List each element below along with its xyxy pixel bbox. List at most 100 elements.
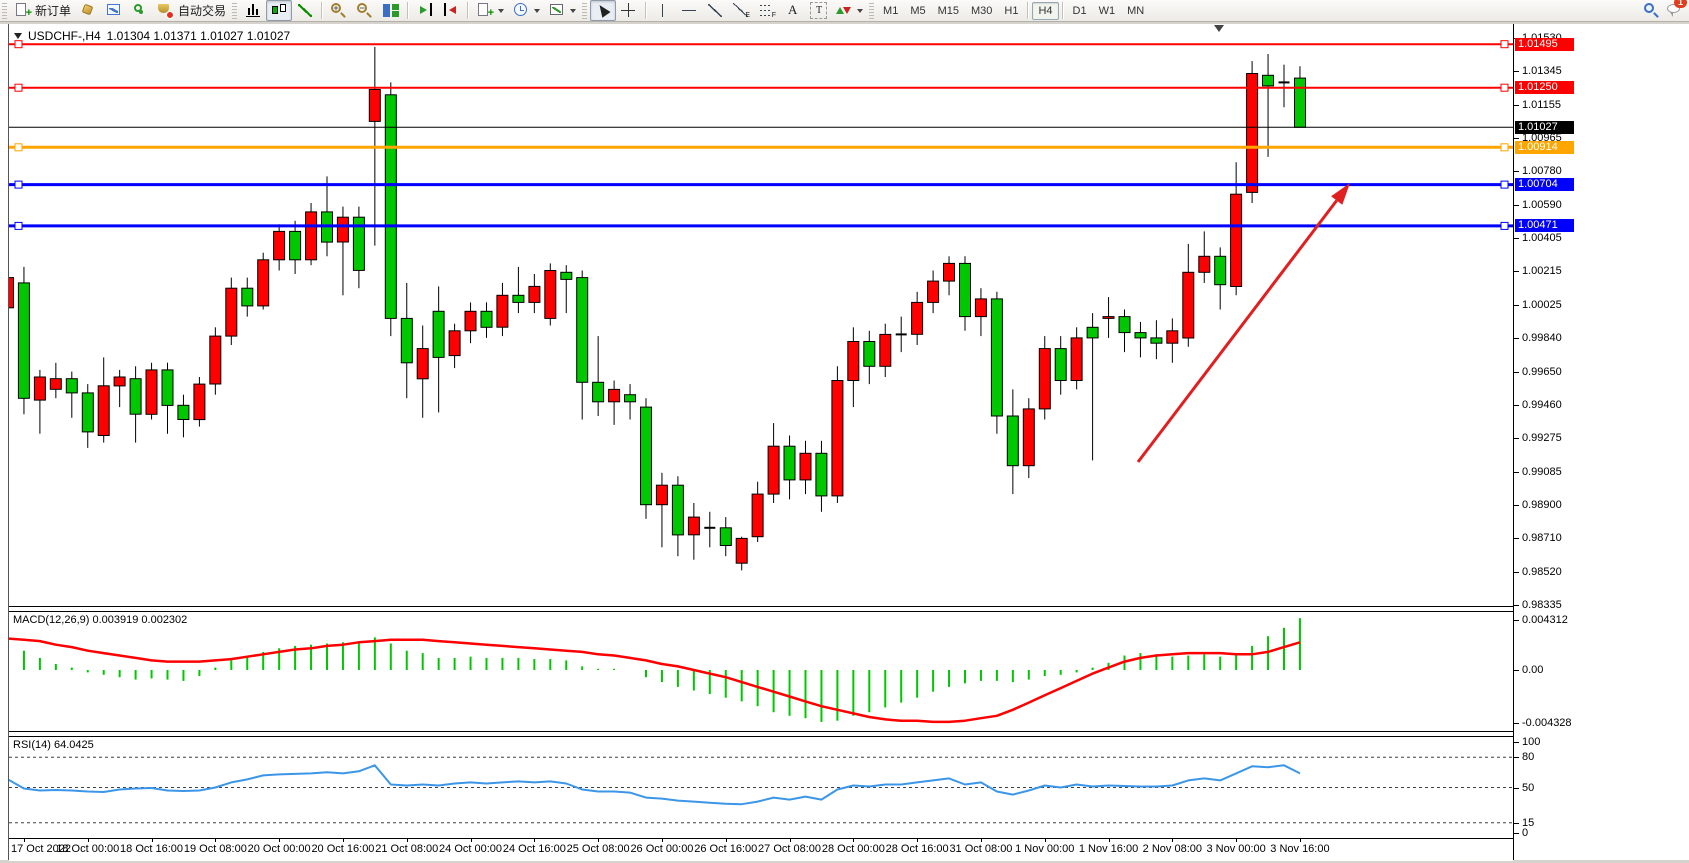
auto-trading-button-label: 自动交易 <box>178 4 227 18</box>
pane-separator[interactable] <box>9 606 1513 612</box>
signals-button[interactable] <box>127 0 153 21</box>
time-label: 26 Oct 16:00 <box>694 843 758 855</box>
time-label: 25 Oct 08:00 <box>566 843 630 855</box>
macd-label: MACD(12,26,9) 0.003919 0.002302 <box>13 614 188 626</box>
bull-candle <box>448 330 461 357</box>
rsi-line <box>9 764 1301 806</box>
templates-button[interactable] <box>544 0 580 21</box>
zoom-in-button[interactable] <box>326 0 352 21</box>
zoom-out-button[interactable] <box>352 0 378 21</box>
bear-candle <box>17 282 30 399</box>
line-chart-mode-button[interactable] <box>292 0 318 21</box>
timeframe-m1-button[interactable]: M1 <box>883 4 899 17</box>
main-chart-pane[interactable]: USDCHF-,H4 1.01304 1.01371 1.01027 1.010… <box>9 24 1513 606</box>
time-label: 17 Oct 2022 <box>11 843 71 855</box>
rsi-svg <box>9 756 1513 824</box>
chat-button[interactable]: 1 <box>1665 0 1687 22</box>
price-badge-1.01250: 1.01250 <box>1515 81 1574 95</box>
bull-candle <box>1230 193 1243 287</box>
timeframe-m30-button[interactable]: M30 <box>971 4 993 17</box>
bull-candle <box>974 298 987 318</box>
period-button[interactable] <box>508 0 544 21</box>
new-chart-button[interactable] <box>472 0 508 21</box>
hline-tool-icon <box>680 2 699 19</box>
fibonacci-tool-button[interactable] <box>754 0 780 21</box>
text-tool-button[interactable] <box>780 0 806 21</box>
trendline-tool-button[interactable] <box>702 0 728 21</box>
arrows-tool-button[interactable] <box>831 0 867 21</box>
macd-signal-line <box>9 637 1301 724</box>
hline-1.00914[interactable] <box>9 143 1513 152</box>
bull-candle <box>1070 337 1083 381</box>
cursor-tool-button[interactable] <box>590 0 617 21</box>
vline-tool-icon <box>654 2 673 19</box>
crosshair-tool-button[interactable] <box>616 0 642 21</box>
time-label: 28 Oct 16:00 <box>885 843 949 855</box>
chart-plot-column: USDCHF-,H4 1.01304 1.01371 1.01027 1.010… <box>8 24 1513 861</box>
timeframe-h1-button[interactable]: H1 <box>1004 4 1019 17</box>
trend-arrow[interactable] <box>1136 183 1350 463</box>
bear-candle <box>352 216 365 271</box>
timeframe-d1-button[interactable]: D1 <box>1072 4 1087 17</box>
chart-shift-button[interactable] <box>438 0 464 21</box>
candlestick-mode-button[interactable] <box>266 0 293 21</box>
bear-candle <box>81 392 94 433</box>
time-label: 1 Nov 16:00 <box>1078 843 1139 855</box>
auto-trading-button[interactable]: 自动交易 <box>153 0 230 21</box>
bull-candle <box>687 516 700 536</box>
bear-candle <box>1086 326 1099 339</box>
hline-1.01250[interactable] <box>9 83 1513 92</box>
bar-chart-mode-button[interactable] <box>240 0 266 21</box>
macd-tick: 0.00 <box>1522 664 1544 676</box>
time-label: 31 Oct 08:00 <box>949 843 1013 855</box>
pane-separator[interactable] <box>9 731 1513 737</box>
bear-candle <box>512 294 525 303</box>
dropdown-caret-icon[interactable] <box>570 9 577 16</box>
charts-button[interactable] <box>101 0 127 21</box>
bull-candle <box>1022 408 1035 467</box>
price-axis[interactable]: 1.015301.013451.011551.009651.007801.005… <box>1513 24 1689 860</box>
dropdown-caret-icon[interactable] <box>534 9 541 16</box>
dropdown-caret-icon[interactable] <box>498 9 505 16</box>
timeframe-m5-button[interactable]: M5 <box>910 4 926 17</box>
price-tick: 1.00405 <box>1522 231 1562 244</box>
auto-scroll-button[interactable] <box>412 0 438 21</box>
dropdown-caret-icon[interactable] <box>857 9 864 16</box>
hline-1.01495[interactable] <box>9 40 1513 49</box>
channel-tool-button[interactable] <box>728 0 754 21</box>
bull-candle <box>751 493 764 538</box>
chart-window: USDCHF-,H4 1.01304 1.01371 1.01027 1.010… <box>0 24 1689 861</box>
charts-icon <box>105 2 123 19</box>
price-tick: 0.99085 <box>1522 465 1562 478</box>
price-badge-1.01495: 1.01495 <box>1515 37 1574 51</box>
bear-candle <box>129 378 142 415</box>
main-chart-svg[interactable] <box>9 24 1513 606</box>
tile-windows-button[interactable] <box>378 0 404 21</box>
horizontal-line-tool-button[interactable] <box>676 0 702 21</box>
hline-1.00704[interactable] <box>9 180 1513 189</box>
price-tick: 0.99840 <box>1522 331 1562 344</box>
new-order-button-label: 新订单 <box>35 4 72 18</box>
hline-1.00471[interactable] <box>9 221 1513 230</box>
search-icon[interactable] <box>1643 2 1661 19</box>
trend-tool-icon <box>706 2 725 19</box>
new-order-button[interactable]: 新订单 <box>10 0 75 21</box>
time-label: 20 Oct 16:00 <box>311 843 375 855</box>
timeframe-mn-button[interactable]: MN <box>1127 4 1145 17</box>
timeframe-m15-button[interactable]: M15 <box>937 4 959 17</box>
rsi-pane[interactable]: RSI(14) 64.0425 <box>9 737 1513 838</box>
timeframe-h4-button[interactable]: H4 <box>1032 1 1059 20</box>
vertical-line-tool-button[interactable] <box>650 0 676 21</box>
channel-tool-icon <box>732 2 751 19</box>
text-label-tool-button[interactable] <box>806 0 831 21</box>
bear-candle <box>671 484 684 536</box>
bull-candle <box>1166 330 1179 344</box>
timeframe-w1-button[interactable]: W1 <box>1098 4 1116 17</box>
macd-pane[interactable]: MACD(12,26,9) 0.003919 0.002302 <box>9 612 1513 731</box>
toolbar: 新订单 自动交易 M1 M5 M15 M30 H1 H4 D1 W1 MN 1 <box>0 0 1689 22</box>
bull-candle <box>416 348 429 380</box>
chart-shift-marker[interactable] <box>1214 25 1224 32</box>
market-button[interactable] <box>75 0 101 21</box>
chevron-down-icon[interactable] <box>14 33 22 43</box>
time-axis[interactable]: 17 Oct 2022 18 Oct 00:00 18 Oct 16:00 19 Oc… <box>9 838 1513 861</box>
